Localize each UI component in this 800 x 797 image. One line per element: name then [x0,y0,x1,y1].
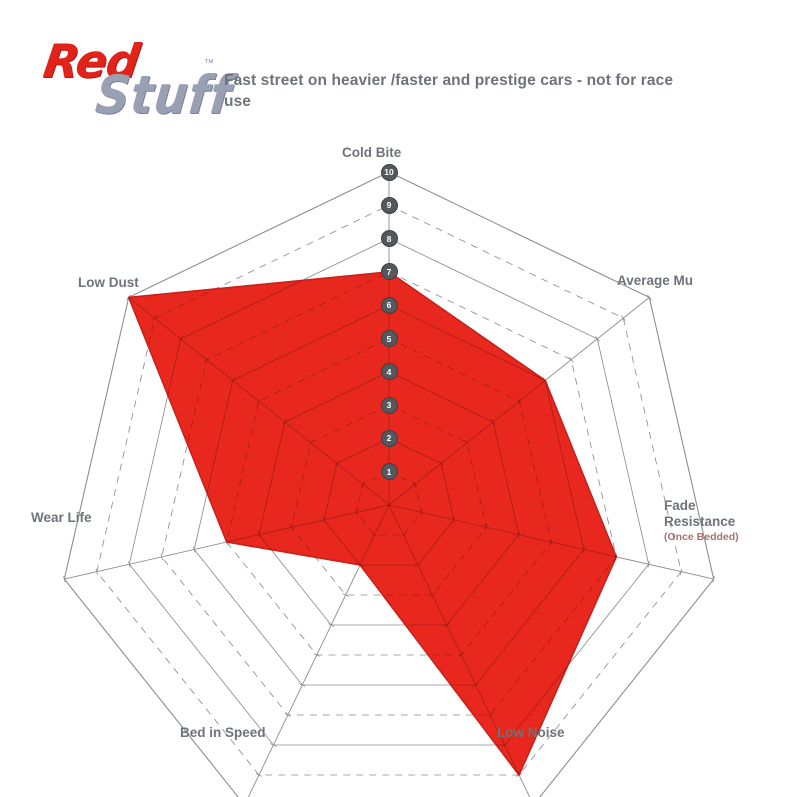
scale-badge-1: 1 [380,463,398,481]
axis-label-fade-resistance: Fade Resistance (Once Bedded) [664,498,739,544]
scale-badge-3: 3 [380,396,398,414]
scale-badge-7: 7 [380,263,398,281]
axis-label-wear-life: Wear Life [31,510,92,525]
scale-badge-10: 10 [380,163,398,181]
scale-badge-6: 6 [380,296,398,314]
fade-line-1: Fade [664,498,696,513]
trademark-symbol: ™ [204,58,214,69]
axis-label-low-dust: Low Dust [78,275,139,290]
axis-label-average-mu: Average Mu [617,273,694,288]
scale-badge-9: 9 [380,196,398,214]
scale-badge-2: 2 [380,429,398,447]
scale-badge-4: 4 [380,363,398,381]
axis-label-low-noise: Low Noise [497,725,565,740]
scale-badge-5: 5 [380,330,398,347]
series-polygon-red [127,271,618,776]
chart-title: Fast street on heavier /faster and prest… [224,72,674,110]
axis-label-cold-bite: Cold Bite [342,145,402,160]
fade-line-2: Resistance [664,514,736,529]
fade-sublabel: (Once Bedded) [664,531,739,543]
brand-logo: Red Stuff ™ [38,34,235,134]
axis-label-bed-in-speed: Bed in Speed [180,725,266,740]
scale-badge-8: 8 [380,230,398,248]
